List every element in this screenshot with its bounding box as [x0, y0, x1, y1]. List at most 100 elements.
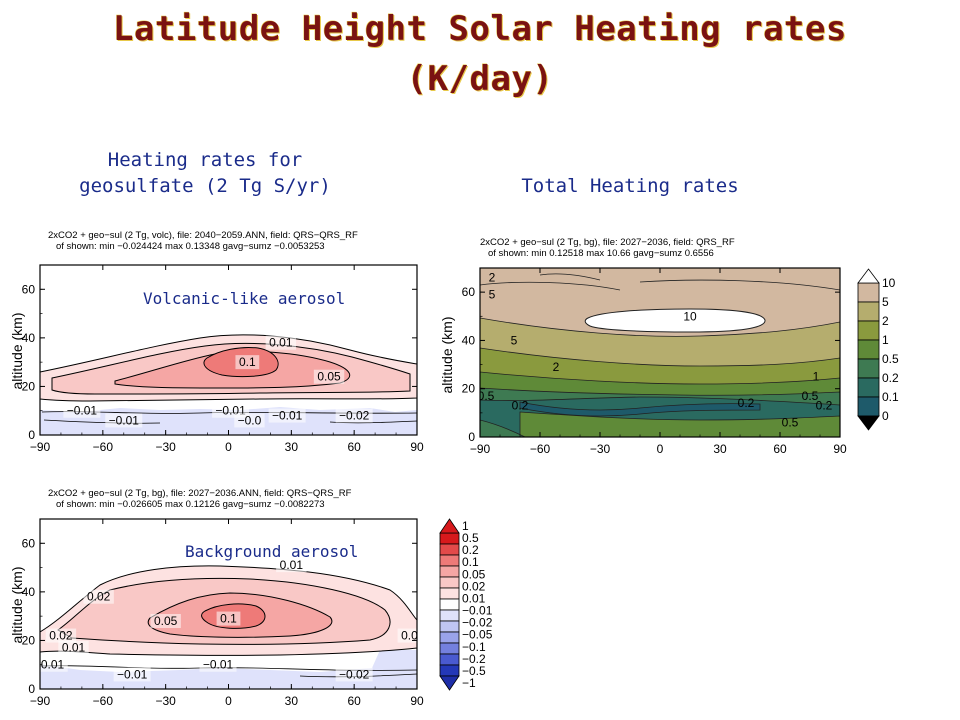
- x-tick-label: 0: [225, 694, 232, 708]
- contour-label: −0.01: [67, 404, 98, 418]
- contour-label: 0.2: [738, 396, 755, 410]
- y-tick-label: 0: [28, 428, 35, 442]
- total-header-line-1: 2xCO2 + geo−sul (2 Tg, bg), file: 2027−2…: [480, 237, 735, 248]
- colorbar-bottom-triangle: [439, 675, 460, 691]
- contour-label: 0.1: [239, 355, 256, 369]
- left-caption: Heating rates for geosulfate (2 Tg S/yr): [50, 147, 360, 199]
- colorbar-label: 0.01: [462, 591, 486, 605]
- contour-label-backdrop: [58, 640, 89, 655]
- colorbar-swatch: [439, 543, 460, 556]
- background-y-axis-label: altitude (km): [9, 566, 25, 643]
- contour-label: 0.01: [269, 336, 293, 350]
- colorbar-swatch: [857, 396, 880, 417]
- contour-label-backdrop: [216, 611, 241, 626]
- colorbar-label: 0.2: [882, 371, 899, 385]
- contour-label: 0.05: [317, 370, 341, 384]
- colorbar-label: 0.05: [462, 567, 486, 581]
- x-tick-label: 90: [410, 694, 424, 708]
- colorbar-label: −0.02: [462, 616, 493, 630]
- contour-label: −0.02: [339, 409, 370, 423]
- contour-label: −0.02: [339, 667, 370, 681]
- x-tick-label: 60: [347, 694, 361, 708]
- contour-label: 2: [489, 271, 496, 285]
- background-header-line-2: of shown: min −0.026605 max 0.12126 gavg…: [56, 499, 325, 510]
- y-tick-label: 60: [462, 285, 476, 299]
- x-tick-label: 90: [833, 442, 847, 456]
- contour-label-backdrop: [63, 403, 101, 418]
- colorbar-label: 0.02: [462, 579, 486, 593]
- contour-label: −0.01: [272, 409, 303, 423]
- contour-label: 0.1: [220, 612, 237, 626]
- x-tick-label: −90: [30, 694, 51, 708]
- colorbar-swatch: [439, 664, 460, 677]
- colorbar-swatch: [439, 576, 460, 589]
- contour-label: 0.02: [49, 629, 73, 643]
- background-colorbar: 10.50.20.10.050.020.01−0.01−0.02−0.05−0.…: [439, 518, 493, 691]
- colorbar-top-triangle: [857, 268, 880, 284]
- contour-label: 0.02: [401, 629, 425, 643]
- volcanic-y-axis-label: altitude (km): [9, 312, 25, 389]
- contour-label-backdrop: [45, 628, 77, 643]
- contour-label: 0.01: [41, 658, 65, 672]
- left-caption-line-1: Heating rates for: [107, 149, 303, 171]
- left-caption-line-2: geosulfate (2 Tg S/yr): [79, 175, 331, 197]
- colorbar-swatch: [439, 565, 460, 578]
- colorbar-top-triangle: [439, 518, 460, 534]
- x-tick-label: 0: [225, 440, 232, 454]
- colorbar-swatch: [439, 609, 460, 622]
- total-lower-fill: [519, 411, 840, 437]
- contour-label: 0.5: [802, 389, 819, 403]
- contour-label: −0.0: [238, 413, 262, 427]
- contour-label: 5: [511, 333, 518, 347]
- contour-label-backdrop: [268, 408, 306, 423]
- y-tick-label: 20: [462, 382, 476, 396]
- contour-label-backdrop: [113, 667, 151, 682]
- contour-label-backdrop: [83, 589, 114, 604]
- colorbar-label: −0.1: [462, 640, 486, 654]
- y-tick-label: 40: [22, 331, 36, 345]
- total-lower-left-fill: [480, 419, 526, 437]
- contour-label: 0.5: [782, 416, 799, 430]
- x-tick-label: −60: [93, 440, 114, 454]
- colorbar-label: 5: [882, 295, 889, 309]
- background-panel: 2xCO2 + geo−sul (2 Tg, bg), file: 2027−2…: [9, 488, 493, 708]
- contour-label: 10: [683, 309, 697, 323]
- colorbar-label: 0: [882, 409, 889, 423]
- total-header-line-2: of shown: min 0.12518 max 10.66 gavg−sum…: [488, 248, 714, 259]
- contour-label: 0.5: [478, 389, 495, 403]
- colorbar-label: 1: [882, 333, 889, 347]
- contour-label-backdrop: [235, 355, 260, 370]
- volcanic-header-line-2: of shown: min −0.024424 max 0.13348 gavg…: [56, 241, 325, 252]
- y-tick-label: 0: [28, 682, 35, 696]
- colorbar-swatch: [439, 532, 460, 545]
- x-tick-label: −30: [155, 440, 176, 454]
- background-contour-labels: 0.010.020.05 0.10.020.010.020.01−0.01−0.0…: [40, 558, 425, 682]
- contour-label-backdrop: [313, 369, 345, 384]
- x-tick-label: −60: [530, 442, 551, 456]
- colorbar-swatch: [439, 554, 460, 567]
- total-y-axis-label: altitude (km): [439, 316, 455, 393]
- x-tick-label: 60: [773, 442, 787, 456]
- contour-label: −0.01: [117, 667, 148, 681]
- colorbar-swatch: [857, 358, 880, 379]
- colorbar-swatch: [857, 377, 880, 398]
- colorbar-swatch: [857, 301, 880, 322]
- x-tick-label: −90: [30, 440, 51, 454]
- contour-label: 0.01: [280, 558, 304, 572]
- contour-label: −0.01: [109, 413, 140, 427]
- volcanic-axis-ticks: −90 −60 −30 0 30 60 90 0 20 40 60: [22, 264, 424, 454]
- colorbar-label: 1: [462, 519, 469, 533]
- volcanic-header-line-1: 2xCO2 + geo−sul (2 Tg, volc), file: 2040…: [48, 230, 358, 241]
- contour-label-backdrop: [199, 657, 237, 672]
- colorbar-label: −0.2: [462, 652, 486, 666]
- volcanic-inset-label: Volcanic-like aerosol: [143, 289, 345, 308]
- y-tick-label: 40: [22, 585, 36, 599]
- contour-label-backdrop: [150, 614, 181, 628]
- contour-label: 5: [489, 288, 496, 302]
- total-contour-0-1: [519, 401, 761, 417]
- total-panel: 2xCO2 + geo−sul (2 Tg, bg), file: 2027−2…: [439, 237, 899, 456]
- y-tick-label: 0: [468, 430, 475, 444]
- contour-label: 0.02: [87, 590, 111, 604]
- colorbar-swatch: [857, 320, 880, 341]
